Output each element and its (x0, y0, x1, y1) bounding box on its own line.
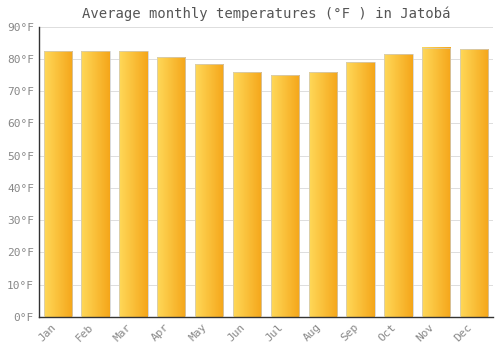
Bar (308, 72, 337, 317)
Bar (346, 62, 375, 317)
Bar (384, 54, 412, 317)
Bar (119, 51, 148, 317)
Bar (157, 57, 186, 317)
Title: Average monthly temperatures (°F ) in Jatobá: Average monthly temperatures (°F ) in Ja… (82, 7, 450, 21)
Bar (460, 49, 488, 317)
Bar (233, 72, 261, 317)
Bar (195, 64, 224, 317)
Bar (422, 48, 450, 317)
Bar (44, 51, 72, 317)
Bar (270, 75, 299, 317)
Bar (82, 51, 110, 317)
